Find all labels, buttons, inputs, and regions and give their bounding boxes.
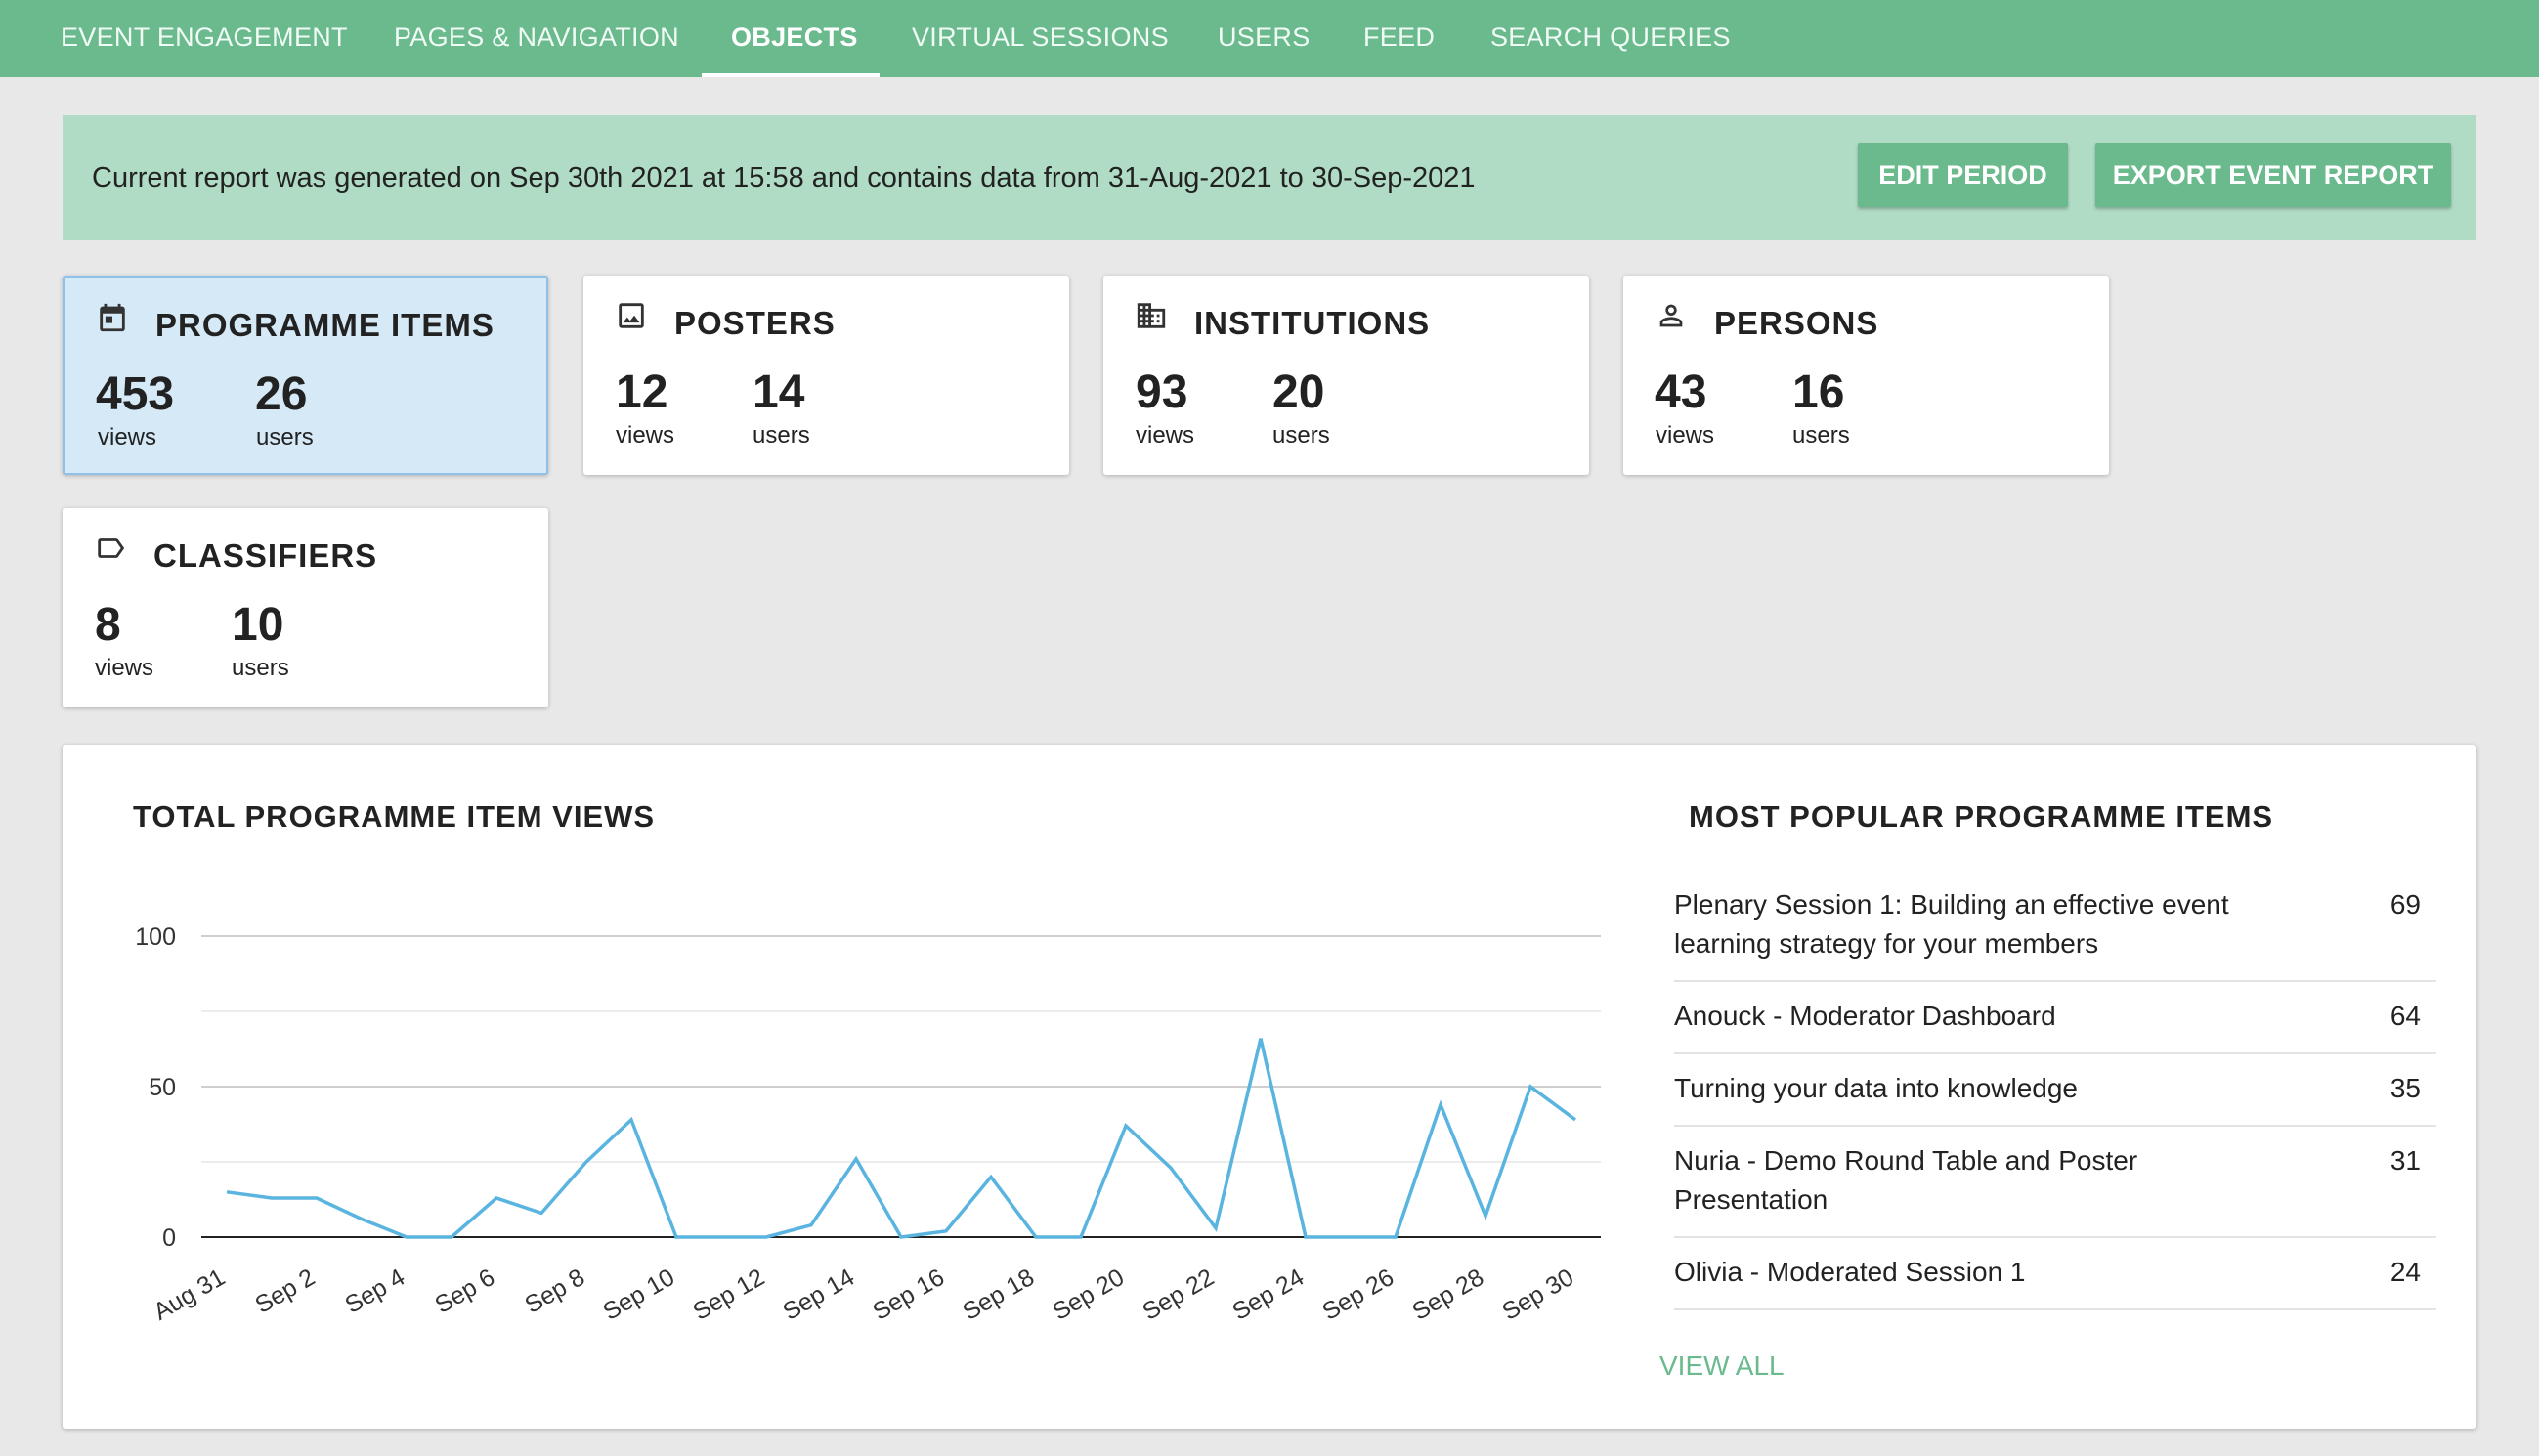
x-tick-label: Sep 26 — [1317, 1263, 1399, 1326]
users-label: users — [1272, 422, 1330, 449]
x-tick-label: Sep 24 — [1227, 1263, 1309, 1326]
card-title: PROGRAMME ITEMS — [155, 307, 495, 343]
users-count: 20 — [1272, 366, 1325, 418]
users-count: 26 — [255, 368, 308, 420]
users-label: users — [256, 424, 314, 450]
x-tick-label: Sep 28 — [1407, 1263, 1488, 1326]
users-label: users — [753, 422, 810, 449]
y-tick-label: 0 — [162, 1224, 176, 1252]
report-info-text: Current report was generated on Sep 30th… — [92, 162, 1476, 193]
tab-objects[interactable]: OBJECTS — [731, 22, 858, 52]
users-count: 14 — [753, 366, 805, 418]
popular-item-name: Anouck - Moderator Dashboard — [1674, 1001, 2056, 1031]
x-tick-label: Sep 18 — [958, 1263, 1039, 1326]
y-tick-label: 50 — [149, 1074, 176, 1101]
tab-pages-navigation[interactable]: PAGES & NAVIGATION — [394, 22, 679, 52]
chart-title: TOTAL PROGRAMME ITEM VIEWS — [133, 799, 656, 834]
report-banner: Current report was generated on Sep 30th… — [63, 115, 2476, 240]
popular-item-count: 64 — [2389, 1001, 2421, 1031]
views-label: views — [616, 422, 675, 449]
popular-item-name: Turning your data into knowledge — [1674, 1073, 2078, 1103]
views-label: views — [1136, 422, 1195, 449]
tab-feed[interactable]: FEED — [1363, 22, 1436, 52]
views-count: 93 — [1136, 366, 1188, 418]
person-icon — [1659, 304, 1683, 327]
x-tick-label: Sep 10 — [598, 1263, 679, 1326]
card-persons[interactable]: PERSONS 43 16 views users — [1623, 276, 2109, 475]
card-programme-items[interactable]: PROGRAMME ITEMS 453 26 views users — [63, 276, 548, 475]
views-label: views — [98, 424, 157, 450]
views-label: views — [95, 655, 154, 681]
tab-virtual-sessions[interactable]: VIRTUAL SESSIONS — [912, 22, 1169, 52]
popular-item-row[interactable]: Olivia - Moderated Session 1 24 — [1674, 1238, 2436, 1310]
users-count: 10 — [232, 599, 284, 651]
export-event-report-button[interactable]: EXPORT EVENT REPORT — [2095, 143, 2451, 207]
tab-search-queries[interactable]: SEARCH QUERIES — [1490, 22, 1731, 52]
series-line — [226, 1038, 1577, 1239]
popular-item-name: Nuria - Demo Round Table and Poster Pres… — [1674, 1145, 2138, 1215]
image-icon — [619, 303, 644, 328]
popular-item-count: 69 — [2389, 889, 2421, 920]
popular-item-row[interactable]: Nuria - Demo Round Table and Poster Pres… — [1674, 1127, 2436, 1238]
views-count: 453 — [96, 368, 175, 420]
popular-item-count: 31 — [2389, 1145, 2421, 1176]
building-icon — [1137, 303, 1166, 328]
popular-item-count: 24 — [2389, 1257, 2421, 1287]
popular-item-name: Olivia - Moderated Session 1 — [1674, 1257, 2026, 1287]
users-label: users — [232, 655, 289, 681]
x-tick-label: Sep 16 — [868, 1263, 949, 1326]
x-tick-label: Sep 20 — [1048, 1263, 1129, 1326]
card-title: INSTITUTIONS — [1194, 305, 1431, 341]
tab-event-engagement[interactable]: EVENT ENGAGEMENT — [61, 22, 348, 52]
x-tick-label: Sep 14 — [778, 1263, 859, 1326]
active-tab-indicator — [702, 73, 880, 77]
views-count: 8 — [95, 599, 121, 651]
views-label: views — [1656, 422, 1715, 449]
x-tick-label: Sep 6 — [430, 1263, 499, 1319]
top-nav: EVENT ENGAGEMENT PAGES & NAVIGATION OBJE… — [0, 0, 2539, 77]
x-tick-label: Sep 2 — [250, 1263, 320, 1319]
popular-item-count: 35 — [2389, 1073, 2421, 1103]
calendar-icon — [100, 303, 125, 332]
x-tick-label: Sep 22 — [1138, 1263, 1219, 1326]
views-count: 12 — [616, 366, 668, 418]
card-classifiers[interactable]: CLASSIFIERS 8 10 views users — [63, 508, 548, 707]
users-label: users — [1792, 422, 1850, 449]
edit-period-button[interactable]: EDIT PERIOD — [1858, 143, 2068, 207]
users-count: 16 — [1792, 366, 1845, 418]
x-tick-label: Sep 12 — [688, 1263, 769, 1326]
x-tick-label: Sep 30 — [1497, 1263, 1578, 1326]
card-posters[interactable]: POSTERS 12 14 views users — [583, 276, 1069, 475]
x-tick-label: Sep 8 — [520, 1263, 589, 1319]
popular-items-title: MOST POPULAR PROGRAMME ITEMS — [1689, 799, 2274, 834]
views-count: 43 — [1655, 366, 1707, 418]
tag-icon — [98, 538, 125, 558]
popular-item-row[interactable]: Anouck - Moderator Dashboard 64 — [1674, 982, 2436, 1054]
popular-item-row[interactable]: Plenary Session 1: Building an effective… — [1674, 881, 2436, 982]
card-title: POSTERS — [674, 305, 836, 341]
card-institutions[interactable]: INSTITUTIONS 93 20 views users — [1103, 276, 1589, 475]
x-tick-label: Aug 31 — [149, 1263, 230, 1326]
card-title: CLASSIFIERS — [153, 537, 378, 574]
y-tick-label: 100 — [135, 923, 176, 951]
x-tick-label: Sep 4 — [340, 1263, 409, 1319]
tab-users[interactable]: USERS — [1218, 22, 1311, 52]
popular-item-row[interactable]: Turning your data into knowledge 35 — [1674, 1054, 2436, 1127]
card-title: PERSONS — [1714, 305, 1879, 341]
popular-item-name: Plenary Session 1: Building an effective… — [1674, 889, 2229, 959]
view-all-link[interactable]: VIEW ALL — [1659, 1350, 1785, 1381]
